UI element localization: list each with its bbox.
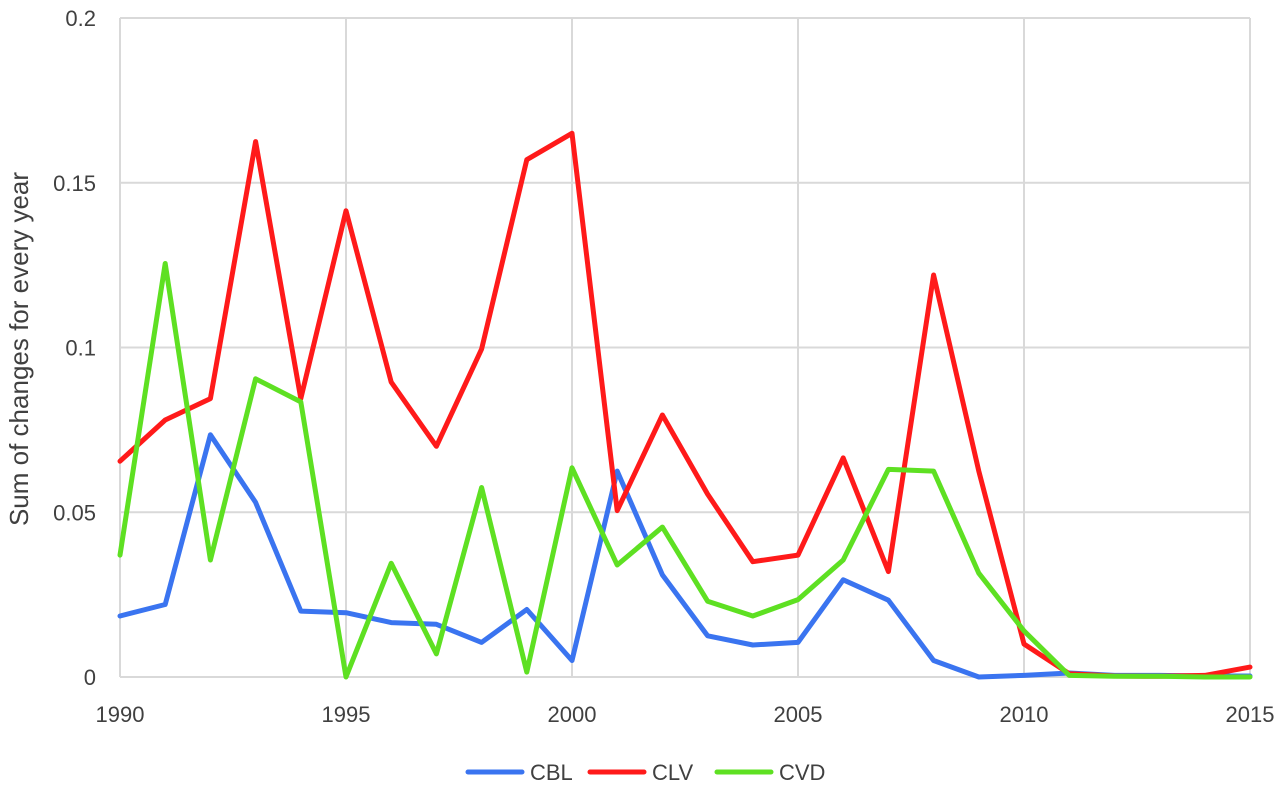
y-tick-label-1: 0.05: [53, 500, 96, 525]
y-tick-label-2: 0.1: [65, 336, 96, 361]
x-tick-label-0: 1990: [96, 702, 145, 727]
series-line-clv: [117, 130, 1253, 679]
y-axis-tick-labels: 0 0.05 0.1 0.15 0.2: [53, 6, 96, 690]
series-line-cvd: [117, 261, 1253, 680]
x-tick-label-1: 1995: [322, 702, 371, 727]
y-tick-label-4: 0.2: [65, 6, 96, 31]
y-tick-label-0: 0: [84, 665, 96, 690]
x-axis-tick-labels: 1990 1995 2000 2005 2010 2015: [96, 702, 1275, 727]
y-axis-title: Sum of changes for every year: [4, 172, 34, 526]
legend: CBL CLV CVD: [465, 760, 825, 785]
legend-label-cbl: CBL: [530, 760, 573, 785]
series-line-cbl: [117, 432, 1253, 680]
legend-label-cvd: CVD: [779, 760, 825, 785]
series-lines: [117, 130, 1253, 680]
grid-lines: [119, 17, 1251, 678]
x-tick-label-4: 2010: [1000, 702, 1049, 727]
y-tick-label-3: 0.15: [53, 171, 96, 196]
legend-label-clv: CLV: [652, 760, 693, 785]
x-tick-label-2: 2000: [548, 702, 597, 727]
x-tick-label-5: 2015: [1226, 702, 1275, 727]
x-tick-label-3: 2005: [774, 702, 823, 727]
